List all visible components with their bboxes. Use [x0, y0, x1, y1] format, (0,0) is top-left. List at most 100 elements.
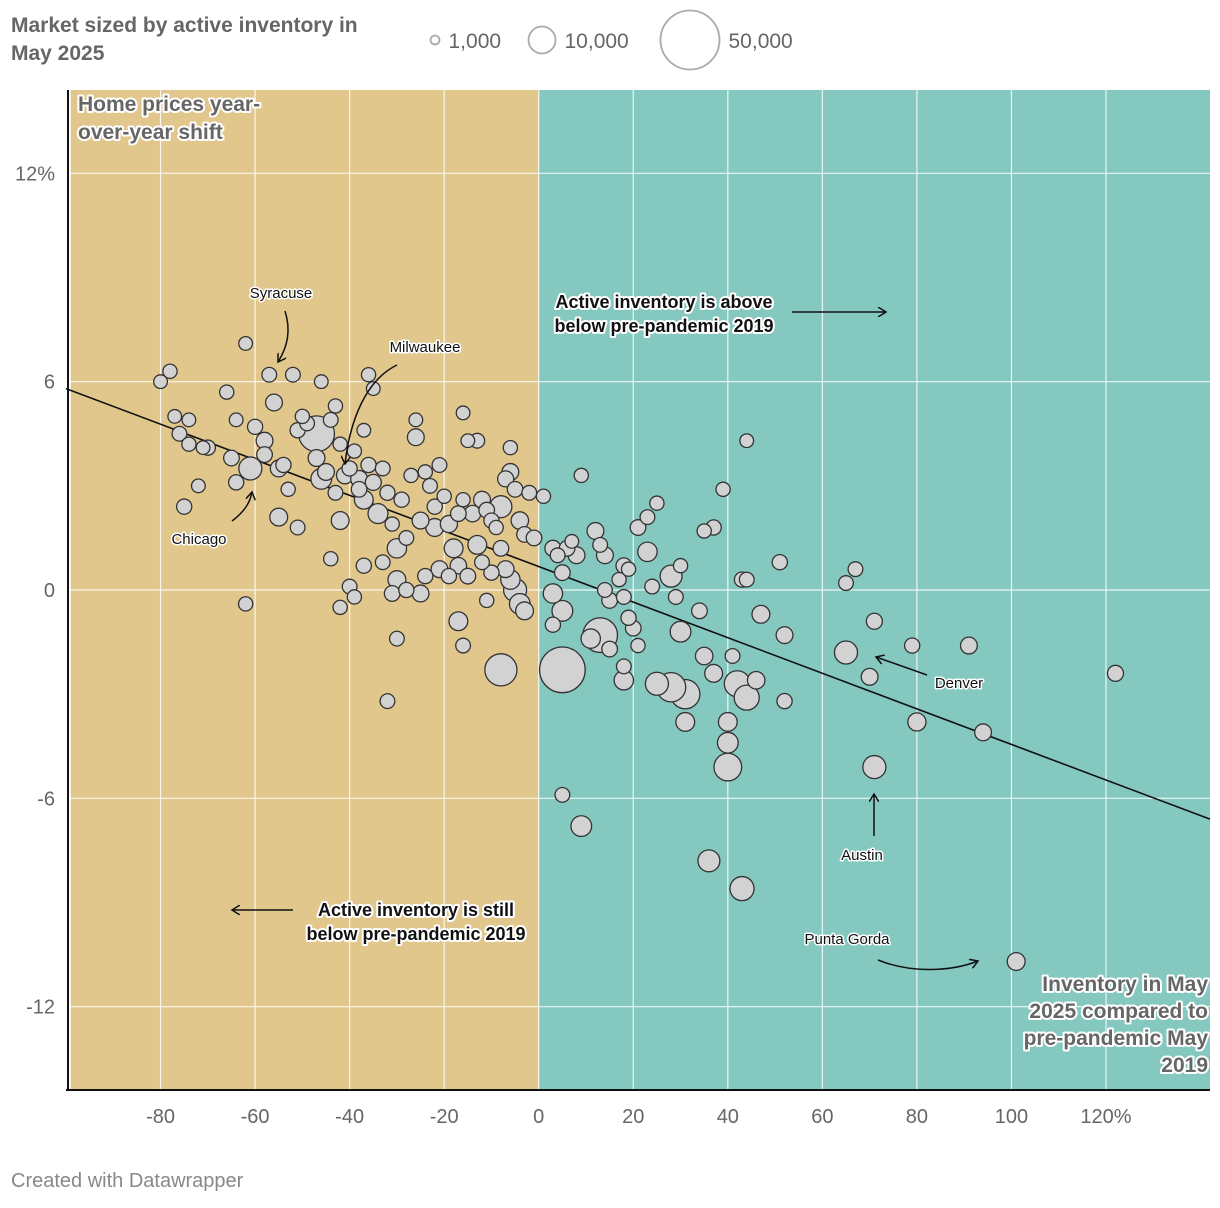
data-point [620, 609, 637, 627]
data-point [592, 536, 609, 553]
data-point [771, 553, 789, 571]
data-point [455, 491, 471, 508]
data-point [264, 393, 284, 412]
data-point [974, 723, 993, 742]
data-point [322, 411, 339, 428]
data-point [408, 412, 424, 428]
size-legend: 1,000 10,000 50,000 [429, 9, 793, 71]
data-point [733, 684, 760, 711]
x-tick-label: 80 [906, 1106, 928, 1128]
annotation-above-line2: below pre-pandemic 2019 [554, 316, 773, 336]
data-point [488, 519, 504, 536]
x-tick-label: 0 [533, 1106, 544, 1128]
data-point [367, 503, 389, 525]
data-point [421, 477, 439, 494]
legend-bubble [527, 25, 557, 55]
data-point [473, 554, 491, 571]
x-tick-label: -80 [146, 1106, 175, 1128]
data-point [697, 849, 721, 873]
data-point [411, 511, 430, 530]
data-point [222, 449, 240, 467]
annotation-below-line2: below pre-pandemic 2019 [306, 924, 525, 944]
data-point [611, 571, 627, 588]
label-austin: Austin [841, 847, 883, 864]
data-point [379, 693, 396, 710]
data-point [903, 637, 921, 654]
data-point [365, 381, 381, 397]
data-point [553, 564, 571, 582]
data-point [535, 488, 552, 505]
arrow-syracuse [278, 310, 289, 362]
data-point [388, 630, 405, 647]
data-point [865, 612, 884, 630]
data-point [751, 604, 771, 624]
data-point [411, 584, 430, 603]
data-point [313, 374, 329, 390]
data-point [190, 478, 206, 494]
data-point [724, 647, 741, 664]
arrow-chicago [231, 492, 252, 522]
data-point [554, 786, 571, 803]
data-point [496, 560, 515, 579]
label-syracuse: Syracuse [250, 285, 313, 302]
annotation-above-line1: Active inventory is above [555, 292, 772, 312]
y-axis-title-line1: Home prices year- [78, 93, 260, 116]
data-point [322, 550, 339, 567]
x-tick-label: 20 [622, 1106, 644, 1128]
data-point [346, 589, 363, 605]
data-point [959, 636, 978, 655]
data-point [294, 408, 311, 425]
data-point [837, 575, 855, 592]
data-point [620, 561, 637, 577]
data-point [332, 599, 348, 616]
y-axis-title-line2: over-year shift [78, 121, 223, 144]
data-point [162, 363, 178, 380]
data-point [316, 462, 336, 481]
data-point [713, 752, 743, 782]
data-point [275, 456, 292, 474]
data-point [460, 433, 476, 449]
x-tick-label: 120% [1080, 1106, 1131, 1128]
data-point [384, 516, 400, 532]
label-milwaukee: Milwaukee [390, 339, 461, 356]
x-tick-label: -20 [430, 1106, 459, 1128]
data-point [364, 473, 382, 492]
data-point [181, 436, 197, 452]
data-point [284, 366, 301, 383]
data-point [521, 484, 538, 501]
data-point [860, 667, 879, 686]
data-point [261, 366, 278, 383]
data-point [596, 581, 613, 599]
x-tick-label: 100 [995, 1106, 1028, 1128]
data-point [525, 529, 543, 547]
data-point [862, 754, 887, 780]
data-point [738, 571, 755, 588]
data-point [383, 585, 401, 602]
label-punta-gorda: Punta Gorda [804, 931, 890, 948]
arrow-milwaukee [345, 364, 398, 464]
data-point [443, 538, 464, 559]
data-point [393, 491, 410, 508]
data-point [629, 519, 647, 536]
data-point [246, 418, 264, 436]
data-point [833, 640, 859, 665]
legend-bubble [659, 9, 721, 71]
x-axis-title-line1: Inventory in May [1042, 973, 1208, 996]
data-point [350, 480, 368, 498]
data-point [171, 425, 188, 442]
data-point [436, 488, 452, 505]
y-tick-label: 6 [44, 372, 55, 394]
data-point [417, 464, 434, 480]
data-point [346, 443, 363, 459]
y-axis-ticks: 12% 6 0 -6 -12 [15, 163, 55, 1018]
y-tick-label: -12 [26, 997, 55, 1019]
data-point [847, 561, 864, 578]
data-point [690, 602, 708, 620]
x-axis-ticks: -80 -60 -40 -20 0 20 40 60 80 100 120% [146, 1106, 1132, 1128]
data-point [717, 711, 738, 732]
credit-footer: Created with Datawrapper [11, 1170, 244, 1192]
data-point [228, 412, 244, 428]
data-point [467, 534, 488, 555]
gridlines [66, 90, 1210, 1090]
legend-bubble-label: 50,000 [729, 30, 793, 53]
